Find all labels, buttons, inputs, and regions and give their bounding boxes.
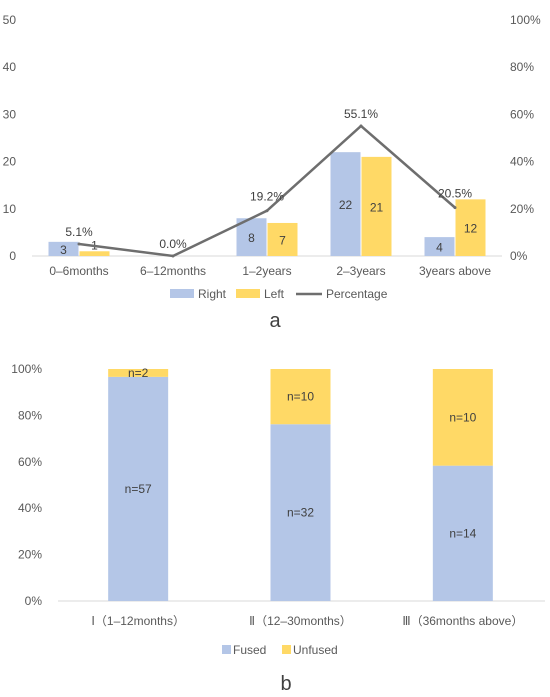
legend-label: Unfused (293, 643, 338, 657)
bar-unfused-label: n=2 (128, 366, 149, 380)
percentage-label: 19.2% (250, 190, 284, 204)
y-tick-label: 50 (3, 13, 17, 27)
bar-right-label: 8 (248, 231, 255, 245)
x-tick-label: Ⅱ（12–30months） (249, 614, 352, 628)
percentage-label: 20.5% (438, 187, 472, 201)
bar-fused-label: n=32 (287, 506, 314, 520)
bar-fused-label: n=57 (125, 482, 152, 496)
x-tick-label: 0–6months (49, 264, 108, 278)
y-tick-label: 20% (18, 548, 42, 562)
y2-tick-label: 60% (510, 107, 534, 121)
legend-swatch (282, 645, 291, 654)
x-tick-label: Ⅰ（1–12months） (91, 614, 185, 628)
legend-swatch (236, 289, 260, 298)
percentage-point (453, 206, 457, 210)
percentage-label: 55.1% (344, 107, 378, 121)
y2-tick-label: 20% (510, 202, 534, 216)
percentage-point (265, 209, 269, 213)
y2-tick-label: 100% (510, 13, 541, 27)
bar-left (455, 199, 486, 256)
legend-label: Left (264, 287, 285, 301)
bar-left (361, 156, 392, 256)
x-tick-label: 1–2years (242, 264, 291, 278)
y-tick-label: 40 (3, 60, 17, 74)
bar-right-label: 4 (436, 241, 443, 255)
bar-unfused (270, 369, 331, 425)
bar-unfused-label: n=10 (449, 410, 476, 424)
bar-right (48, 241, 79, 256)
bar-left-label: 7 (279, 233, 286, 247)
bar-right-label: 3 (60, 243, 67, 257)
bar-fused (108, 376, 169, 601)
legend-swatch (222, 645, 231, 654)
bar-unfused (432, 369, 493, 466)
bar-right (236, 218, 267, 256)
y-tick-label: 0% (25, 594, 43, 608)
y2-tick-label: 0% (510, 249, 528, 263)
y-tick-label: 10 (3, 202, 17, 216)
bar-fused (270, 424, 331, 601)
percentage-label: 5.1% (65, 225, 93, 239)
panel-label-b: b (280, 673, 291, 695)
legend-label: Fused (233, 643, 266, 657)
y2-tick-label: 40% (510, 155, 534, 169)
bar-left-label: 21 (370, 200, 384, 214)
legend-label: Right (198, 287, 227, 301)
legend-swatch (170, 289, 194, 298)
y-tick-label: 0 (9, 249, 16, 263)
y-tick-label: 30 (3, 107, 17, 121)
bar-right (424, 237, 455, 256)
bar-left (79, 251, 110, 256)
chart-b: 0% 20% 40% 60% 80% 100% n=57 n=2 Ⅰ（1–12months） n=… (11, 362, 545, 657)
percentage-point (171, 254, 175, 258)
x-tick-label: 6–12months (140, 264, 206, 278)
x-tick-label: 2–3years (336, 264, 385, 278)
y-tick-label: 100% (11, 362, 42, 376)
x-tick-label: 3years above (419, 264, 491, 278)
y2-tick-label: 80% (510, 60, 534, 74)
panel-label-a: a (269, 310, 281, 332)
y-tick-label: 40% (18, 501, 42, 515)
percentage-label: 0.0% (159, 237, 187, 251)
bar-right (330, 152, 361, 256)
percentage-point (359, 124, 363, 128)
y-tick-label: 80% (18, 408, 42, 422)
bar-unfused (108, 369, 169, 377)
percentage-point (77, 242, 81, 246)
bar-fused-label: n=14 (449, 526, 476, 540)
legend-label: Percentage (326, 287, 388, 301)
y-tick-label: 20 (3, 155, 17, 169)
bar-right-label: 22 (339, 198, 353, 212)
bar-left-label: 12 (464, 222, 478, 236)
x-tick-label: Ⅲ（36months above） (402, 614, 523, 628)
bar-fused (432, 465, 493, 601)
y-tick-label: 60% (18, 455, 42, 469)
bar-unfused-label: n=10 (287, 390, 314, 404)
bar-left (267, 222, 298, 256)
